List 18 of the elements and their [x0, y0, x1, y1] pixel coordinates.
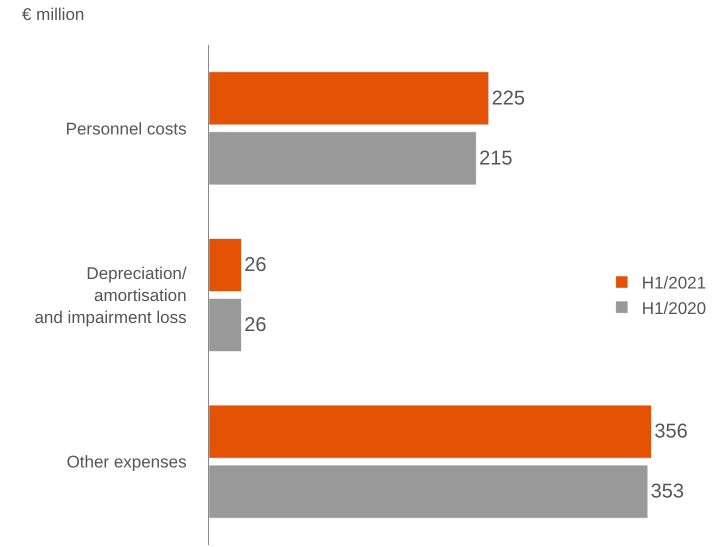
text: € million	[22, 5, 84, 24]
data-label: 225	[492, 87, 525, 110]
bar	[209, 298, 242, 352]
data-label: 26	[244, 314, 267, 336]
data-label: 26	[244, 254, 267, 276]
bar	[209, 465, 648, 518]
data-label: 353	[650, 480, 684, 503]
y-tick-label: Personnel costs	[66, 119, 187, 138]
bar	[209, 238, 242, 292]
data-label: 356	[654, 420, 688, 443]
bar	[209, 132, 476, 185]
data-label: 215	[479, 147, 513, 170]
bar	[209, 405, 652, 458]
legend-label: H1/2020	[642, 298, 706, 318]
y-tick-label: Other expenses	[66, 452, 187, 472]
y-tick-label: Depreciation/ amortisation and impairment loss	[34, 264, 187, 328]
bar	[209, 72, 489, 125]
legend-label: H1/2021	[642, 274, 706, 293]
